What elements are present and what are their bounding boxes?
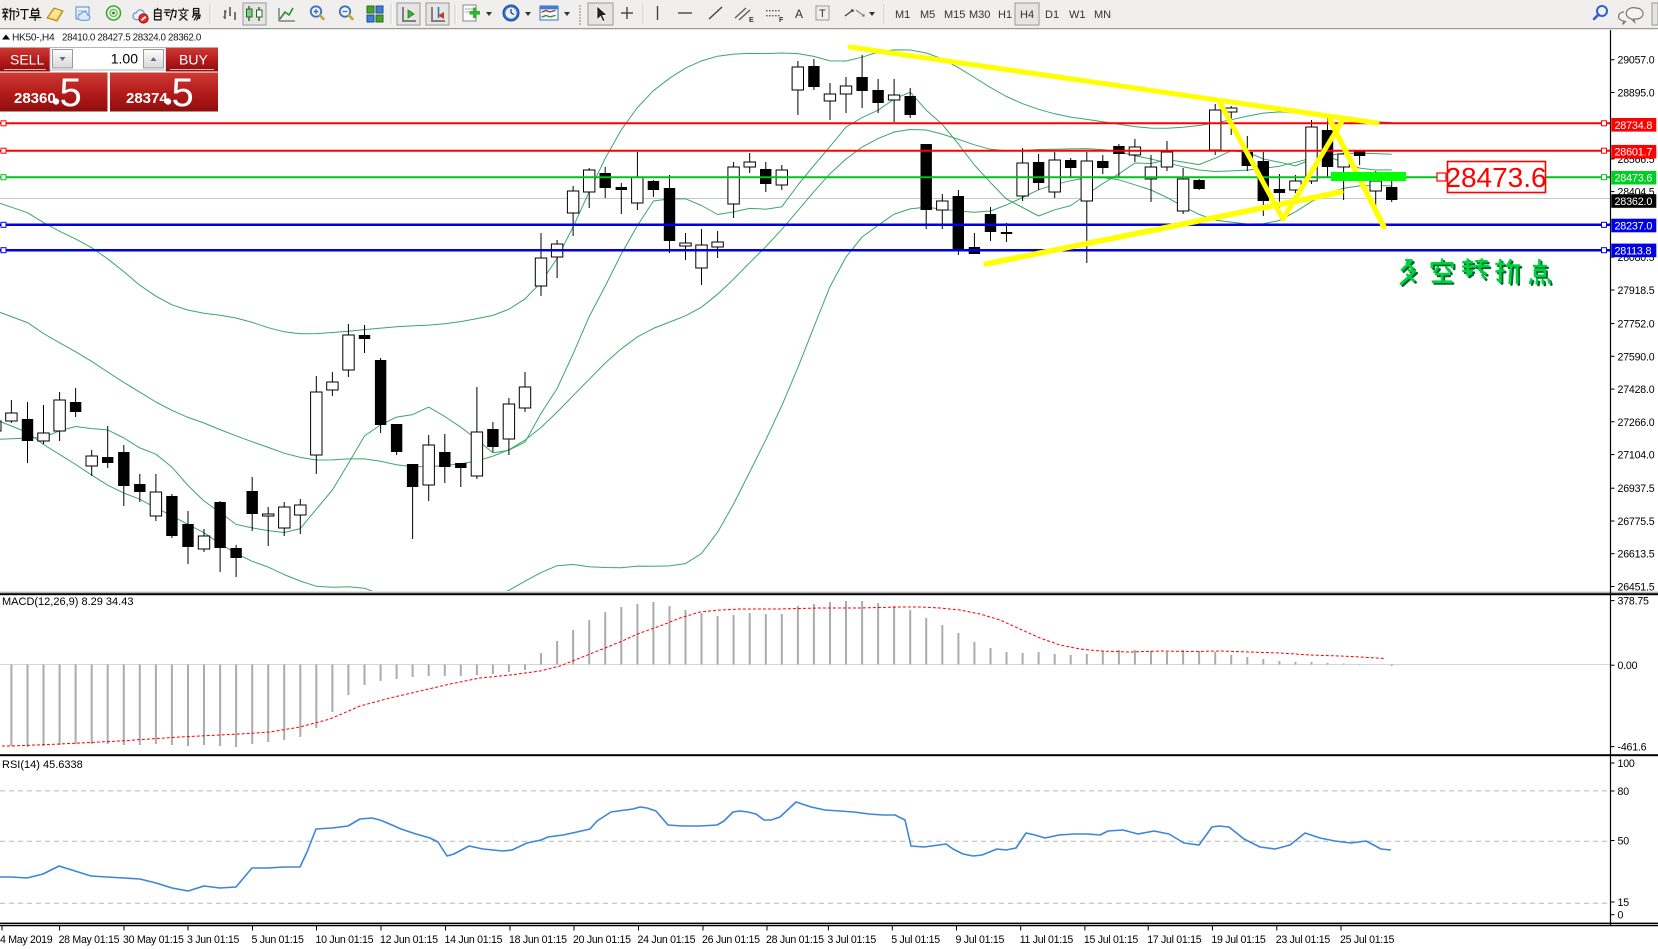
svg-text:50: 50: [1618, 836, 1630, 848]
svg-text:26775.5: 26775.5: [1618, 516, 1655, 528]
svg-text:W1: W1: [1069, 9, 1086, 21]
svg-text:3 Jun 01:15: 3 Jun 01:15: [187, 934, 239, 946]
svg-text:3 Jul 01:15: 3 Jul 01:15: [827, 934, 876, 946]
svg-text:24 Jun 01:15: 24 Jun 01:15: [638, 934, 696, 946]
svg-text:9 Jul 01:15: 9 Jul 01:15: [956, 934, 1005, 946]
svg-text:E: E: [749, 17, 754, 24]
svg-text:0.00: 0.00: [1618, 660, 1638, 672]
svg-text:A: A: [795, 7, 803, 21]
svg-text:10 Jun 01:15: 10 Jun 01:15: [316, 934, 374, 946]
svg-text:F: F: [779, 17, 784, 24]
svg-text:19 Jul 01:15: 19 Jul 01:15: [1211, 934, 1266, 946]
svg-text:28 Jun 01:15: 28 Jun 01:15: [766, 934, 824, 946]
svg-text:RSI(14) 45.6338: RSI(14) 45.6338: [2, 759, 83, 771]
svg-text:23 Jul 01:15: 23 Jul 01:15: [1276, 934, 1331, 946]
svg-text:378.75: 378.75: [1618, 596, 1650, 608]
svg-text:26613.5: 26613.5: [1618, 549, 1655, 561]
svg-text:SELL: SELL: [10, 52, 44, 68]
svg-text:MACD(12,26,9) 8.29 34.43: MACD(12,26,9) 8.29 34.43: [2, 596, 133, 608]
svg-text:17 Jul 01:15: 17 Jul 01:15: [1147, 934, 1202, 946]
svg-text:HK50-,H4: HK50-,H4: [12, 33, 55, 44]
svg-text:28237.0: 28237.0: [1615, 221, 1653, 233]
svg-text:29057.0: 29057.0: [1618, 55, 1655, 67]
svg-text:26 Jun 01:15: 26 Jun 01:15: [702, 934, 760, 946]
svg-text:28362.0: 28362.0: [1615, 196, 1653, 208]
svg-text:D1: D1: [1045, 9, 1059, 21]
svg-text:11 Jul 01:15: 11 Jul 01:15: [1020, 934, 1074, 946]
svg-text:28734.8: 28734.8: [1615, 120, 1653, 132]
svg-text:MN: MN: [1094, 9, 1111, 21]
svg-text:28360: 28360: [14, 90, 56, 107]
svg-text:28 May 01:15: 28 May 01:15: [59, 934, 120, 946]
svg-text:26937.5: 26937.5: [1618, 483, 1655, 495]
svg-text:H4: H4: [1020, 9, 1034, 21]
svg-text:BUY: BUY: [179, 52, 208, 68]
svg-text:27590.0: 27590.0: [1618, 351, 1655, 363]
svg-text:18 Jun 01:15: 18 Jun 01:15: [509, 934, 567, 946]
svg-text:27752.0: 27752.0: [1618, 319, 1655, 331]
svg-text:25 Jul 01:15: 25 Jul 01:15: [1340, 934, 1395, 946]
svg-text:15 Jul 01:15: 15 Jul 01:15: [1084, 934, 1139, 946]
svg-text:T: T: [819, 8, 826, 20]
svg-text:28601.7: 28601.7: [1615, 147, 1653, 159]
svg-text:27918.5: 27918.5: [1618, 285, 1655, 297]
svg-text:28374: 28374: [126, 90, 168, 107]
svg-text:M15: M15: [944, 9, 965, 21]
svg-text:28473.6: 28473.6: [1615, 173, 1653, 185]
svg-text:20 Jun 01:15: 20 Jun 01:15: [573, 934, 631, 946]
svg-text:5 Jul 01:15: 5 Jul 01:15: [891, 934, 940, 946]
svg-text:28895.0: 28895.0: [1618, 88, 1655, 100]
svg-text:M30: M30: [969, 9, 990, 21]
svg-text:0: 0: [1618, 910, 1624, 922]
svg-text:12 Jun 01:15: 12 Jun 01:15: [380, 934, 438, 946]
svg-text:15: 15: [1618, 897, 1630, 909]
svg-text:M5: M5: [920, 9, 935, 21]
svg-text:28410.0 28427.5 28324.0 28362.: 28410.0 28427.5 28324.0 28362.0: [62, 33, 202, 44]
svg-text:100: 100: [1618, 758, 1635, 770]
svg-text:4 May 2019: 4 May 2019: [0, 934, 53, 946]
svg-text:-461.6: -461.6: [1618, 742, 1647, 754]
svg-text:5: 5: [172, 71, 194, 115]
svg-text:M1: M1: [895, 9, 910, 21]
svg-text:26451.5: 26451.5: [1618, 582, 1655, 594]
svg-text:14 Jun 01:15: 14 Jun 01:15: [445, 934, 503, 946]
svg-text:27428.0: 27428.0: [1618, 384, 1655, 396]
svg-text:27104.0: 27104.0: [1618, 450, 1655, 462]
svg-text:1.00: 1.00: [111, 51, 138, 67]
svg-text:5 Jun 01:15: 5 Jun 01:15: [252, 934, 304, 946]
svg-text:27266.0: 27266.0: [1618, 417, 1655, 429]
svg-text:28113.8: 28113.8: [1615, 245, 1652, 257]
svg-text:80: 80: [1618, 786, 1630, 798]
svg-text:5: 5: [60, 71, 82, 115]
svg-text:H1: H1: [998, 9, 1012, 21]
svg-text:30 May 01:15: 30 May 01:15: [123, 934, 184, 946]
svg-text:28473.6: 28473.6: [1445, 162, 1546, 193]
